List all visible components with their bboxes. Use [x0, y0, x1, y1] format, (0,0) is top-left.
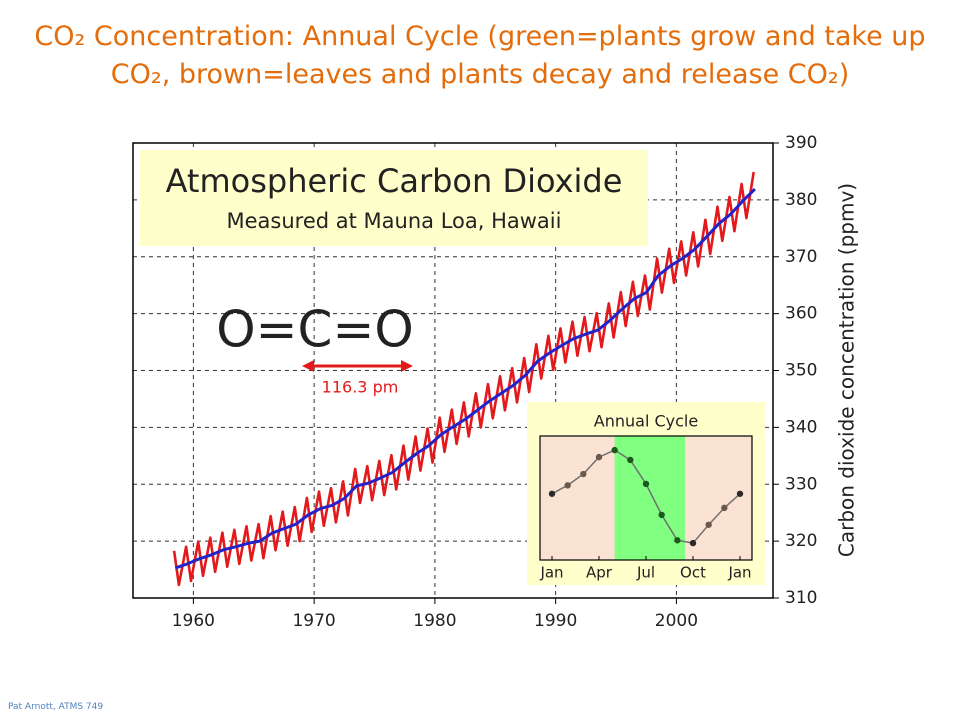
inset-title: Annual Cycle [594, 412, 698, 431]
cycle-point [595, 453, 603, 461]
y-tick-label: 370 [785, 247, 817, 267]
arrow-head [302, 360, 314, 372]
footer: Pat Arnott, ATMS 749 [8, 702, 104, 712]
x-tick-label: Jan [539, 564, 563, 582]
x-tick-label: 2000 [655, 611, 698, 631]
y-tick-label: 340 [785, 417, 817, 437]
x-tick-label: 1990 [534, 611, 577, 631]
y-tick-label: 310 [785, 588, 817, 608]
x-tick-label: Jul [636, 564, 655, 582]
plot-title: Atmospheric Carbon Dioxide [166, 162, 623, 200]
cycle-point [627, 456, 634, 464]
data-line [172, 171, 755, 587]
slide-title: CO₂ Concentration: Annual Cycle (green=p… [34, 21, 926, 90]
x-tick-label: 1970 [292, 611, 335, 631]
cycle-point [689, 539, 697, 547]
x-tick-label: 1960 [172, 611, 215, 631]
y-axis-label: Carbon dioxide concentration (ppmv) [835, 183, 859, 557]
cycle-point [705, 521, 712, 528]
y-tick-label: 380 [785, 190, 817, 210]
data-line [174, 188, 756, 570]
cycle-point [580, 470, 587, 478]
y-tick-label: 320 [785, 531, 817, 551]
cycle-point [658, 511, 665, 519]
cycle-point [674, 537, 681, 544]
molecule-label: O=C=O [216, 301, 413, 359]
plot-subtitle: Measured at Mauna Loa, Hawaii [227, 209, 562, 233]
cycle-point [642, 480, 650, 488]
cycle-point [611, 446, 618, 454]
x-tick-label: Jan [727, 564, 751, 582]
title-box [140, 150, 648, 246]
cycle-point [564, 482, 571, 489]
bond-length-label: 116.3 pm [322, 378, 399, 397]
y-tick-label: 330 [785, 474, 817, 494]
cycle-point [736, 490, 744, 497]
arrow-head [401, 360, 413, 372]
y-tick-label: 350 [785, 361, 817, 381]
y-tick-label: 360 [785, 304, 817, 324]
cycle-point [721, 504, 728, 512]
season-band [540, 436, 615, 560]
plot-frame [132, 142, 774, 599]
cycle-point [548, 490, 556, 497]
x-tick-label: Oct [680, 564, 706, 582]
x-tick-label: Apr [586, 564, 613, 582]
y-tick-label: 390 [785, 133, 817, 153]
x-tick-label: 1980 [413, 611, 456, 631]
